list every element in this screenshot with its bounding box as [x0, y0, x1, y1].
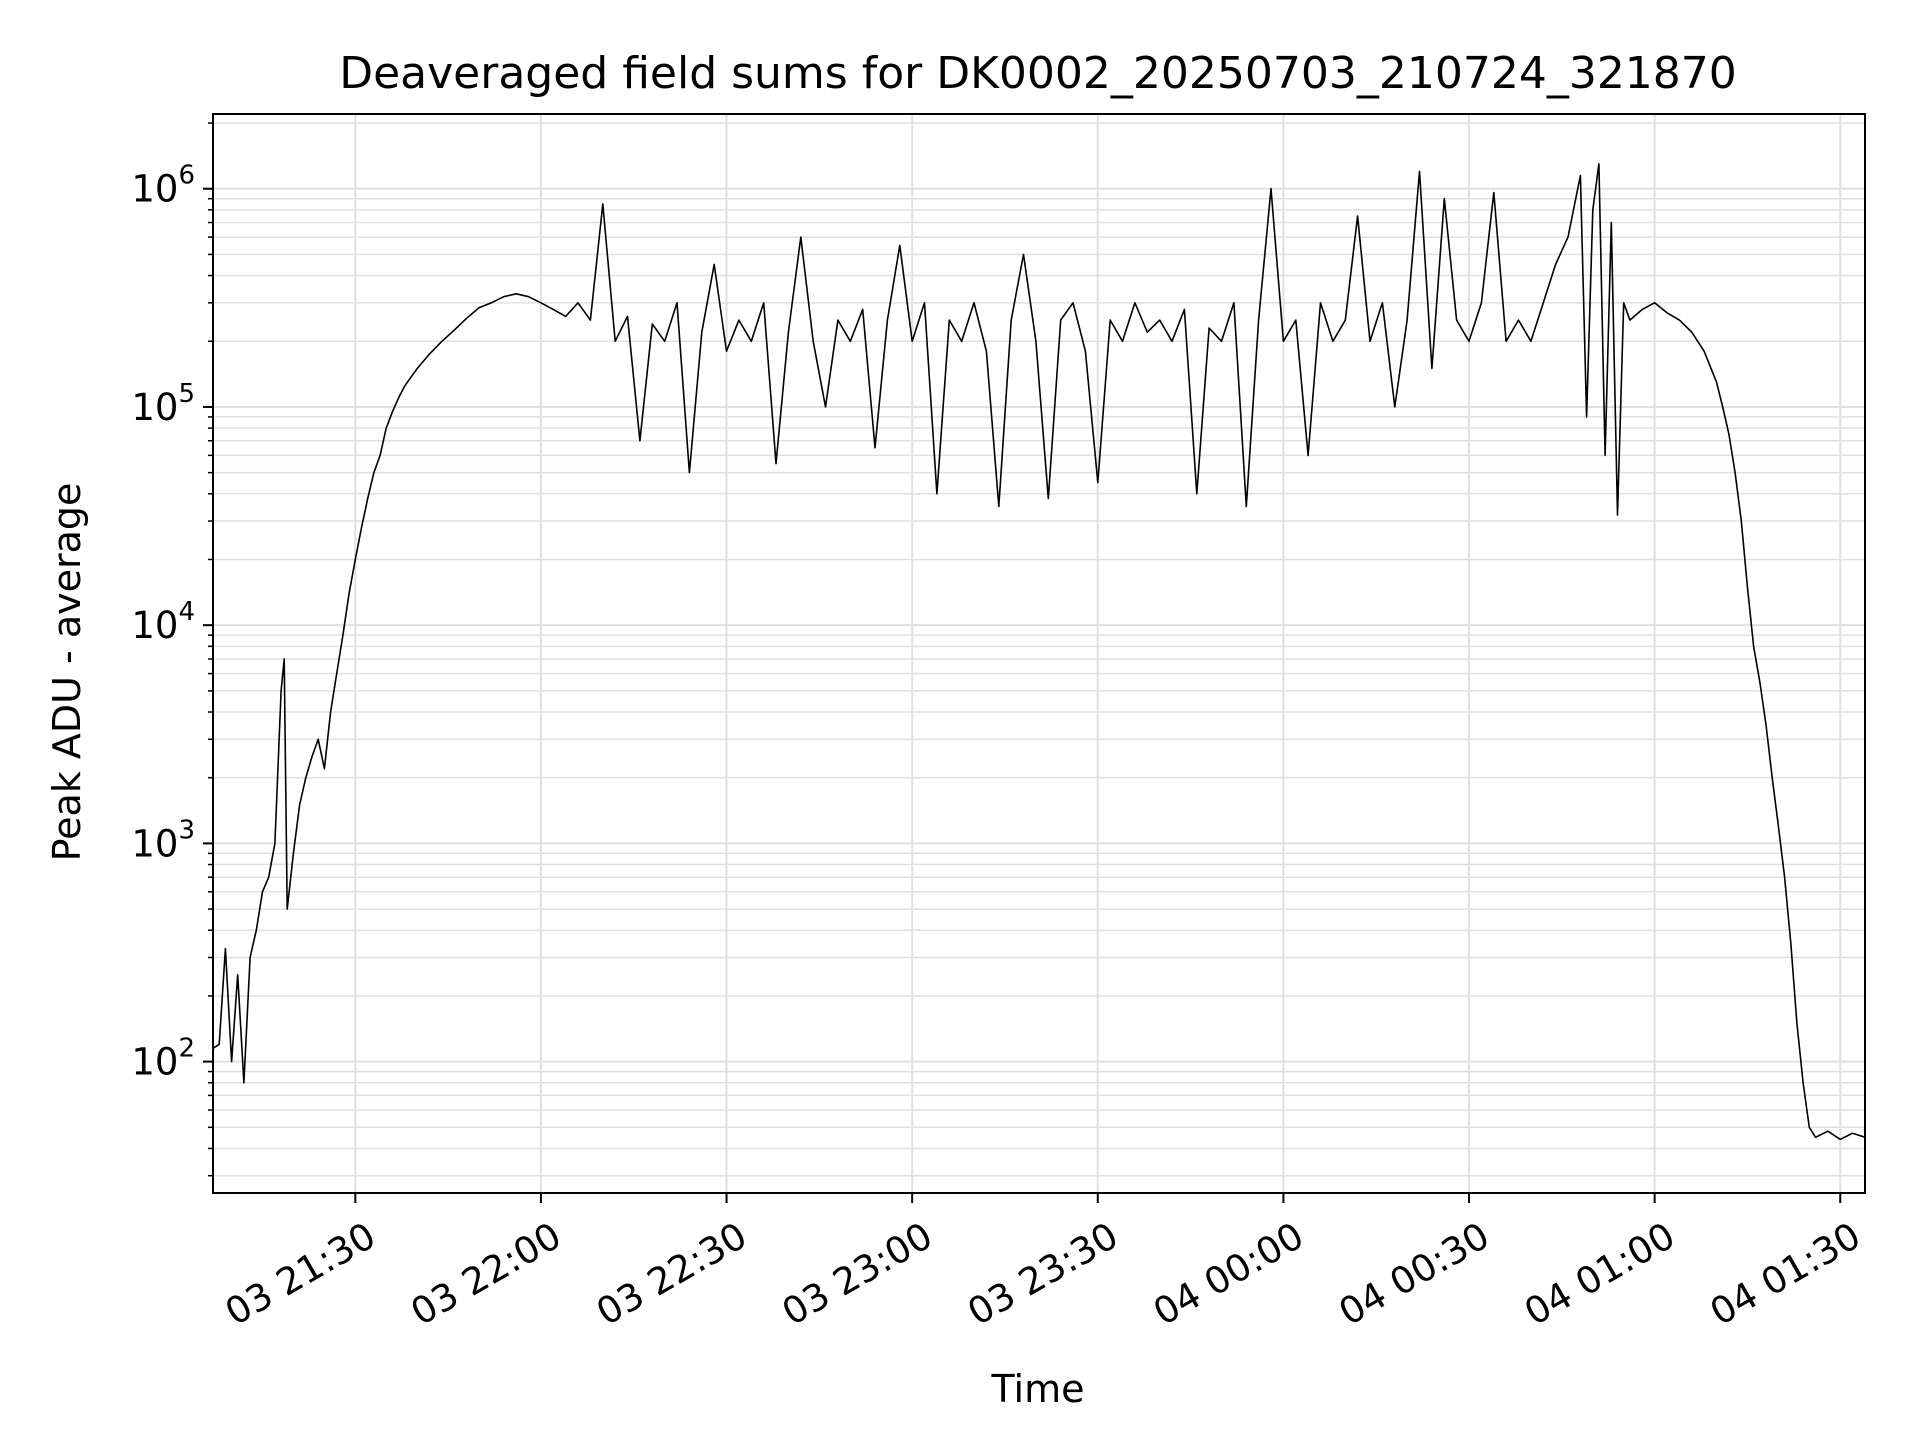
y-axis-label: Peak ADU - average [45, 483, 89, 862]
y-tick-label: 102 [131, 1034, 195, 1084]
x-tick-label: 03 23:30 [960, 1214, 1125, 1334]
x-tick-label: 03 22:00 [404, 1214, 569, 1334]
grid-lines [213, 114, 1865, 1193]
chart-title: Deaveraged field sums for DK0002_2025070… [339, 48, 1737, 99]
plot-frame [212, 113, 1866, 1194]
x-tick-label: 04 00:30 [1332, 1214, 1497, 1334]
x-tick-label: 04 00:00 [1146, 1214, 1311, 1334]
y-tick-label: 105 [131, 379, 195, 429]
data-series-line [212, 163, 1866, 1141]
y-tick-label: 104 [131, 597, 195, 647]
y-tick-label: 106 [131, 161, 195, 211]
x-tick-label: 03 22:30 [589, 1214, 754, 1334]
x-tick-label: 03 23:00 [775, 1214, 940, 1334]
x-tick-label: 04 01:00 [1517, 1214, 1682, 1334]
x-tick-label: 04 01:30 [1703, 1214, 1868, 1334]
x-axis-label: Time [991, 1367, 1085, 1411]
x-tick-label: 03 21:30 [218, 1214, 383, 1334]
plot-area [212, 163, 1866, 1141]
y-tick-label: 103 [131, 815, 195, 865]
